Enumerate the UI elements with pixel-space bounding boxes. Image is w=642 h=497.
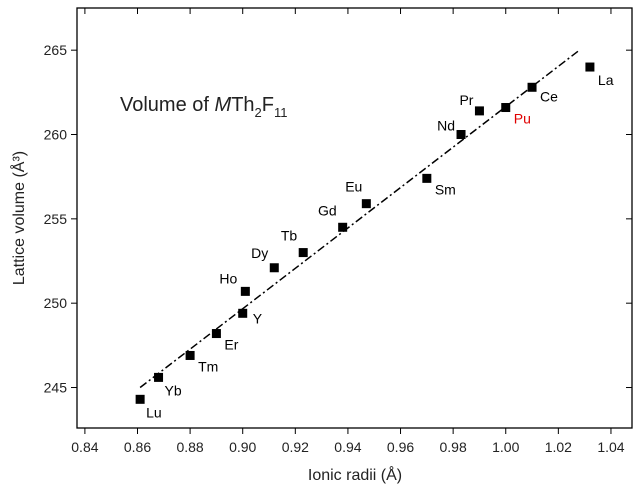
point [238,308,248,318]
point-label: Tm [198,358,218,374]
point [185,350,195,360]
point-label: Ce [540,88,558,104]
point [338,222,348,232]
y-tick-label: 245 [44,380,68,396]
point-label: Gd [318,202,337,218]
title-part: M [215,94,232,116]
y-tick-label: 255 [44,211,68,227]
title-part: 11 [274,105,288,120]
point-label: Sm [435,181,456,197]
y-tick-label: 260 [44,127,68,143]
x-tick-label: 1.04 [597,439,624,455]
point-label: Ho [219,270,237,286]
point-label: Eu [345,179,362,195]
point [269,263,279,273]
title-part: Th [231,94,254,116]
plot-frame [76,7,633,429]
point [154,372,164,382]
point-label: Yb [165,382,182,398]
point [474,106,484,116]
point-label: Nd [437,118,455,134]
point [211,329,221,339]
point-label: Pr [459,92,473,108]
y-tick-label: 265 [44,42,68,58]
point-label: La [598,72,614,88]
x-tick-label: 1.00 [492,439,519,455]
x-axis-label: Ionic radii (Å) [308,465,402,484]
x-tick-label: 0.88 [176,439,203,455]
point-label: Dy [251,245,268,261]
x-tick-label: 0.98 [440,439,467,455]
x-tick-label: 0.92 [282,439,309,455]
point [456,130,466,140]
point-label: Y [253,310,263,326]
x-tick-label: 0.94 [334,439,361,455]
point [135,394,145,404]
point [298,248,308,258]
y-tick-label: 250 [44,295,68,311]
chart-title: Volume of MTh2F11 [120,94,287,120]
point [585,62,595,72]
x-tick-label: 1.02 [545,439,572,455]
x-tick-label: 0.86 [124,439,151,455]
x-tick-label: 0.90 [229,439,256,455]
y-axis-label: Lattice volume (Å³) [9,151,28,285]
point [501,103,511,113]
x-tick-label: 0.96 [387,439,414,455]
point-label: Lu [146,404,162,420]
point-label: Er [224,337,238,353]
point [240,286,250,296]
x-tick-label: 0.84 [71,439,98,455]
point [527,82,537,92]
title-part: Volume of [120,94,215,116]
point-label: Tb [281,228,298,244]
point [361,199,371,209]
point [422,173,432,183]
point-label: Pu [514,111,531,127]
title-part: 2 [255,105,262,120]
title-part: F [262,94,274,116]
